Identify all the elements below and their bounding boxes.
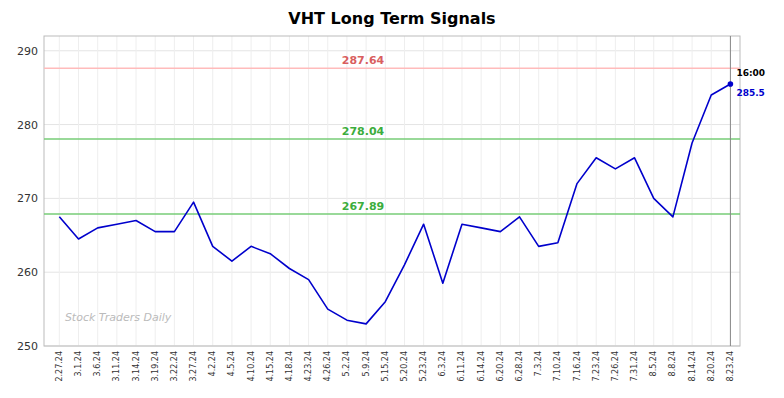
grid-line-x (557, 36, 558, 346)
watermark: Stock Traders Daily (65, 311, 172, 324)
grid-line-x (116, 36, 117, 346)
plot-area (44, 36, 740, 346)
x-tick-label: 6.3.24 (438, 351, 447, 376)
grid-line-x (634, 36, 635, 346)
x-tick-label: 7.10.24 (553, 351, 562, 382)
x-tick-label: 8.8.24 (668, 351, 677, 376)
y-tick-label: 270 (17, 192, 38, 205)
x-tick-label: 6.14.24 (477, 351, 486, 382)
y-tick-label: 280 (17, 119, 38, 132)
grid-line-x (193, 36, 194, 346)
x-tick-label: 4.18.24 (285, 351, 294, 382)
plot-frame (44, 36, 740, 346)
x-tick-label: 7.3.24 (534, 351, 543, 376)
grid-line-x (711, 36, 712, 346)
x-tick-label: 3.11.24 (112, 351, 121, 382)
x-tick-label: 3.1.24 (74, 351, 83, 376)
reference-label: 267.89 (342, 200, 384, 213)
x-tick-label: 6.20.24 (496, 351, 505, 382)
grid-line-x (327, 36, 328, 346)
grid-line-x (308, 36, 309, 346)
x-tick-label: 3.27.24 (189, 351, 198, 382)
title: VHT Long Term Signals (288, 9, 495, 28)
x-tick-label: 5.9.24 (362, 351, 371, 376)
grid-line-x (577, 36, 578, 346)
grid-line-x (692, 36, 693, 346)
x-tick-label: 8.14.24 (688, 351, 697, 382)
x-tick-label: 4.23.24 (304, 351, 313, 382)
x-tick-label: 5.20.24 (400, 351, 409, 382)
x-tick-label: 5.15.24 (381, 351, 390, 382)
grid-line-x (97, 36, 98, 346)
x-tick-label: 4.26.24 (323, 351, 332, 382)
price-line (59, 84, 730, 324)
x-tick-label: 2.27.24 (55, 351, 64, 382)
grid-line-y (44, 272, 740, 273)
x-tick-label: 8.23.24 (726, 351, 735, 382)
grid-line-x (155, 36, 156, 346)
reference-line (44, 213, 740, 215)
x-tick-label: 7.16.24 (573, 351, 582, 382)
grid-line-y (44, 50, 740, 51)
reference-label: 287.64 (342, 54, 385, 67)
grid-line-x (366, 36, 367, 346)
grid-line-x (615, 36, 616, 346)
grid-line-x (653, 36, 654, 346)
x-tick-label: 3.19.24 (151, 351, 160, 382)
grid-line-x (231, 36, 232, 346)
reference-label: 278.04 (342, 125, 385, 138)
grid-line-x (423, 36, 424, 346)
time-annotation: 16:00 (736, 68, 765, 78)
grid-line-x (404, 36, 405, 346)
grid-line-x (212, 36, 213, 346)
last-value-label: 285.5 (736, 88, 764, 98)
x-tick-label: 6.11.24 (457, 351, 466, 382)
x-tick-label: 3.6.24 (93, 351, 102, 376)
grid-line-x (596, 36, 597, 346)
x-tick-label: 7.26.24 (611, 351, 620, 382)
reference-line (44, 138, 740, 140)
grid-line-x (174, 36, 175, 346)
x-tick-label: 4.15.24 (266, 351, 275, 382)
grid-line-x (672, 36, 673, 346)
grid-line-x (519, 36, 520, 346)
x-tick-label: 4.5.24 (227, 351, 236, 376)
grid-line-x (59, 36, 60, 346)
grid-line-x (251, 36, 252, 346)
x-tick-label: 7.23.24 (592, 351, 601, 382)
grid-line-x (346, 36, 347, 346)
x-tick-label: 8.20.24 (707, 351, 716, 382)
grid-line-x (461, 36, 462, 346)
x-tick-label: 7.31.24 (630, 351, 639, 382)
x-tick-label: 5.23.24 (419, 351, 428, 382)
grid-line-x (442, 36, 443, 346)
y-tick-label: 250 (17, 340, 38, 353)
y-tick-label: 290 (17, 45, 38, 58)
reference-line (44, 67, 740, 69)
x-tick-label: 4.10.24 (247, 351, 256, 382)
x-tick-label: 3.14.24 (132, 351, 141, 382)
grid-line-x (289, 36, 290, 346)
grid-line-x (270, 36, 271, 346)
x-tick-label: 3.22.24 (170, 351, 179, 382)
x-tick-label: 5.2.24 (342, 351, 351, 376)
grid-line-x (538, 36, 539, 346)
grid-line-x (78, 36, 79, 346)
grid-line-x (136, 36, 137, 346)
x-tick-label: 6.28.24 (515, 351, 524, 382)
grid-line-x (481, 36, 482, 346)
grid-line-y (44, 198, 740, 199)
x-tick-label: 4.2.24 (208, 351, 217, 376)
grid-line-x (500, 36, 501, 346)
grid-line-y (44, 124, 740, 125)
last-point (728, 81, 734, 87)
chart: 250 260 270 280 290 2.27.24 3.1.24 3.6.24 3.11.2… (0, 0, 784, 398)
x-tick-label: 8.5.24 (649, 351, 658, 376)
y-tick-label: 260 (17, 266, 38, 279)
